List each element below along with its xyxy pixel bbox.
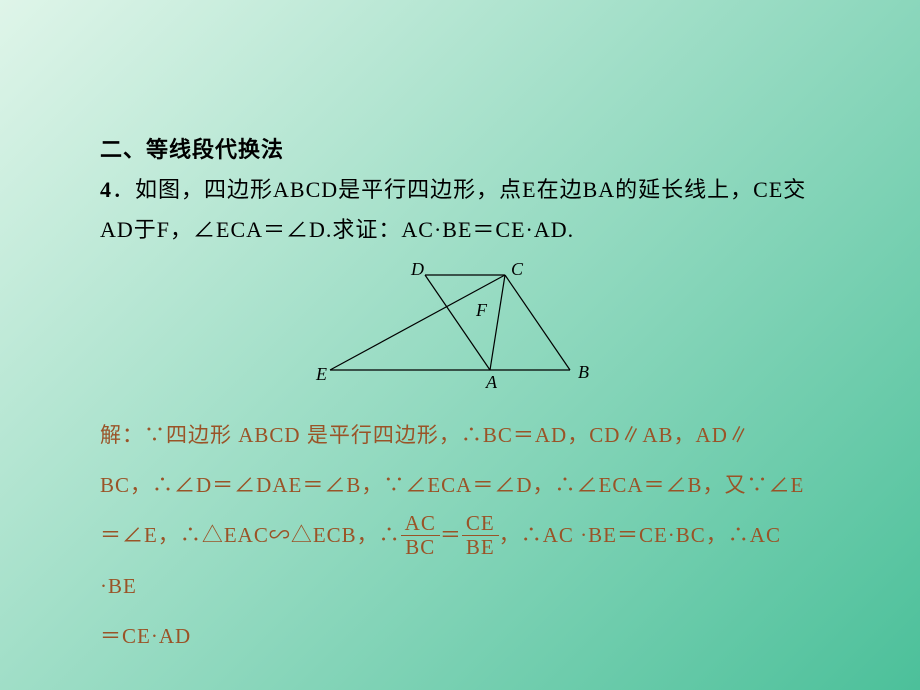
svg-text:D: D xyxy=(410,260,424,279)
problem-number: 4 xyxy=(100,177,112,202)
problem-text-1a: 如图，四边形ABCD是平行四边形，点E在边BA的延长线上，CE交 xyxy=(135,177,806,202)
solution-line-3: ＝∠E，∴△EAC∽△ECB，∴ACBC＝CEBE，∴AC ·BE＝CE·BC，… xyxy=(100,510,820,611)
section-heading: 二、等线段代换法 xyxy=(100,130,820,170)
svg-text:A: A xyxy=(485,372,498,390)
problem-sep: ． xyxy=(112,177,135,202)
frac2-num: CE xyxy=(462,512,499,535)
problem-line-1: 4．如图，四边形ABCD是平行四边形，点E在边BA的延长线上，CE交 xyxy=(100,170,820,210)
frac2-den: BE xyxy=(462,535,499,559)
frac1-den: BC xyxy=(401,535,440,559)
geometry-diagram: E A B D C F xyxy=(310,260,610,390)
solution-line-1: 解：∵四边形 ABCD 是平行四边形，∴BC＝AD，CD∥AB，AD∥ xyxy=(100,410,820,460)
fraction-ac-bc: ACBC xyxy=(401,512,440,559)
eq1: ＝ xyxy=(440,523,462,547)
svg-text:C: C xyxy=(511,260,524,279)
svg-text:F: F xyxy=(475,300,488,320)
svg-text:B: B xyxy=(578,362,589,382)
frac1-num: AC xyxy=(401,512,440,535)
fraction-ce-be: CEBE xyxy=(462,512,499,559)
solution-l3-a: ＝∠E，∴△EAC∽△ECB，∴ xyxy=(100,523,401,547)
svg-text:E: E xyxy=(315,364,327,384)
problem-line-2: AD于F，∠ECA＝∠D.求证：AC·BE＝CE·AD. xyxy=(100,210,820,250)
solution-line-2: BC，∴∠D＝∠DAE＝∠B，∵∠ECA＝∠D，∴∠ECA＝∠B，又∵∠E xyxy=(100,460,820,510)
solution-line-4: ＝CE·AD xyxy=(100,611,820,661)
